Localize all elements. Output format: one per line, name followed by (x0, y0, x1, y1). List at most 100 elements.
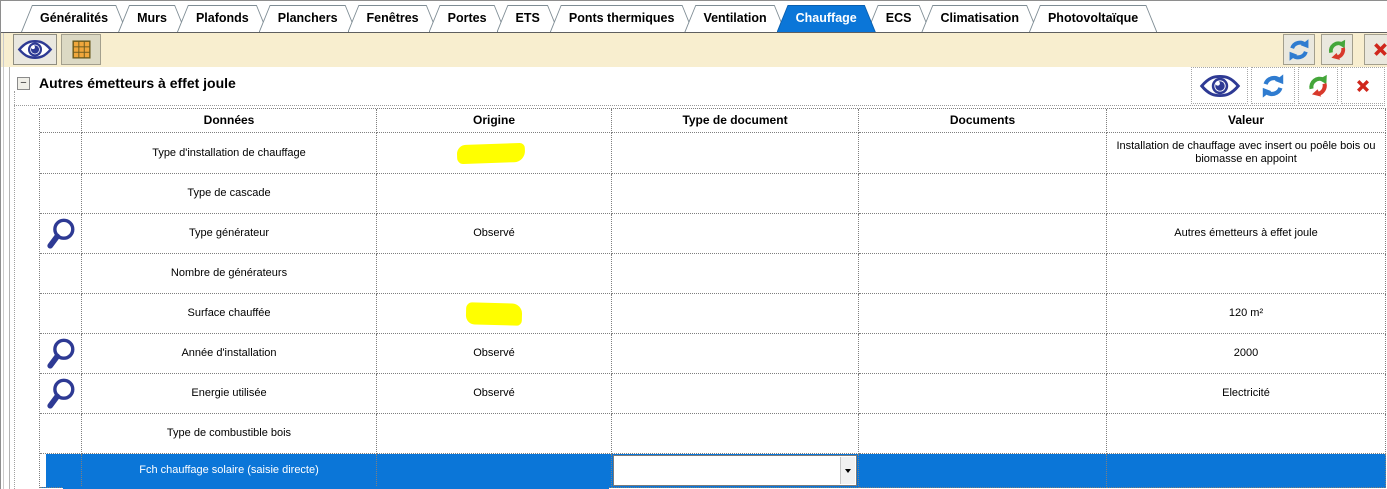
cell-documents[interactable] (859, 334, 1107, 374)
cell-valeur[interactable] (1107, 414, 1386, 454)
cell-valeur[interactable]: 120 m² (1107, 294, 1386, 334)
tools-cell (40, 254, 82, 294)
cell-donnees[interactable]: Type d'installation de chauffage (82, 133, 377, 174)
cell-origine[interactable] (377, 174, 612, 214)
view-eye-button[interactable] (13, 34, 57, 65)
magnifier-icon[interactable] (45, 217, 77, 251)
tab-label: ECS (885, 11, 912, 25)
cell-documents[interactable] (859, 214, 1107, 254)
cell-origine[interactable]: Observé (377, 214, 612, 254)
panel-divider (9, 67, 10, 489)
cell-type-document[interactable] (612, 214, 859, 254)
tab-plafonds[interactable]: Plafonds (177, 5, 268, 32)
eye-icon (1199, 74, 1240, 97)
header-documents: Documents (859, 109, 1107, 133)
cell-type-document[interactable] (612, 294, 859, 334)
cell-origine[interactable] (377, 294, 612, 334)
cell-origine[interactable]: Observé (377, 334, 612, 374)
combobox-arrow-button[interactable] (840, 457, 855, 484)
cell-type-document[interactable] (612, 414, 859, 454)
cell-origine[interactable]: Observé (377, 374, 612, 414)
cell-type-document[interactable] (612, 374, 859, 414)
tab-ets[interactable]: ETS (497, 5, 559, 32)
header-tools (40, 109, 82, 133)
tab-ventilation[interactable]: Ventilation (684, 5, 785, 32)
header-type-document: Type de document (612, 109, 859, 133)
cell-documents[interactable] (859, 414, 1107, 454)
search-cell[interactable] (40, 334, 82, 374)
cell-documents[interactable] (859, 174, 1107, 214)
tab-photovoltaique[interactable]: Photovoltaïque (1029, 5, 1157, 32)
cell-donnees[interactable]: Energie utilisée (82, 374, 377, 414)
section-sync-button[interactable] (1298, 67, 1338, 104)
tab-portes[interactable]: Portes (429, 5, 506, 32)
search-cell[interactable] (40, 374, 82, 414)
tab-chauffage[interactable]: Chauffage (777, 5, 876, 32)
tab-label: Généralités (40, 11, 109, 25)
grid-icon (71, 40, 91, 59)
tab-label: Murs (137, 11, 167, 25)
cell-origine[interactable] (377, 414, 612, 454)
cell-valeur[interactable]: Autres émetteurs à effet joule (1107, 214, 1386, 254)
cell-valeur[interactable]: Installation de chauffage avec insert ou… (1107, 133, 1386, 174)
cell-donnees[interactable]: Fch chauffage solaire (saisie directe) (82, 454, 377, 488)
cell-valeur[interactable] (1107, 254, 1386, 294)
refresh-icon (1289, 38, 1309, 61)
cell-origine[interactable] (377, 133, 612, 174)
section-delete-button[interactable] (1341, 67, 1385, 104)
tab-fenetres[interactable]: Fenêtres (348, 5, 438, 32)
section-refresh-button[interactable] (1251, 67, 1295, 104)
tab-murs[interactable]: Murs (118, 5, 186, 32)
cell-donnees[interactable]: Année d'installation (82, 334, 377, 374)
grid-view-button[interactable] (61, 34, 101, 65)
sync-icon (1328, 39, 1346, 60)
section-eye-button[interactable] (1191, 67, 1248, 104)
tab-ecs[interactable]: ECS (867, 5, 931, 32)
cell-donnees[interactable]: Nombre de générateurs (82, 254, 377, 294)
tab-generalites[interactable]: Généralités (21, 5, 127, 32)
tools-cell (40, 454, 82, 488)
tools-cell (40, 174, 82, 214)
type-document-combobox[interactable] (613, 455, 857, 486)
cell-type-document[interactable] (612, 254, 859, 294)
cell-origine[interactable] (377, 454, 612, 488)
cell-documents[interactable] (859, 294, 1107, 334)
cell-donnees[interactable]: Type de combustible bois (82, 414, 377, 454)
cell-type-document[interactable] (612, 334, 859, 374)
magnifier-icon[interactable] (45, 377, 77, 411)
yellow-highlight (456, 142, 526, 164)
tab-label: Photovoltaïque (1047, 11, 1139, 25)
tab-planchers[interactable]: Planchers (259, 5, 357, 32)
cell-type-document[interactable] (612, 454, 859, 488)
eye-icon (17, 40, 53, 59)
refresh-icon (1262, 73, 1284, 98)
header-origine: Origine (377, 109, 612, 133)
cell-documents[interactable] (859, 133, 1107, 174)
cell-documents[interactable] (859, 374, 1107, 414)
cell-documents[interactable] (859, 454, 1107, 488)
collapse-toggle[interactable]: − (17, 77, 30, 90)
cell-valeur[interactable] (1107, 174, 1386, 214)
tab-label: Ventilation (703, 11, 767, 25)
panel-divider (3, 33, 4, 489)
cell-donnees[interactable]: Surface chauffée (82, 294, 377, 334)
delete-button[interactable] (1364, 34, 1387, 65)
cell-documents[interactable] (859, 254, 1107, 294)
cell-origine[interactable] (377, 254, 612, 294)
refresh-button[interactable] (1283, 34, 1315, 65)
search-cell[interactable] (40, 214, 82, 254)
cell-donnees[interactable]: Type générateur (82, 214, 377, 254)
sync-button[interactable] (1321, 34, 1353, 65)
cell-valeur[interactable] (1107, 454, 1386, 488)
cell-valeur[interactable]: 2000 (1107, 334, 1386, 374)
tab-ponts-thermiques[interactable]: Ponts thermiques (550, 5, 694, 32)
header-valeur: Valeur (1107, 109, 1386, 133)
cell-type-document[interactable] (612, 174, 859, 214)
cell-valeur[interactable]: Electricité (1107, 374, 1386, 414)
tab-climatisation[interactable]: Climatisation (921, 5, 1038, 32)
cell-type-document[interactable] (612, 133, 859, 174)
magnifier-icon[interactable] (45, 337, 77, 371)
cell-donnees[interactable]: Type de cascade (82, 174, 377, 214)
delete-icon (1357, 79, 1369, 92)
data-table: Données Origine Type de document Documen… (39, 108, 1386, 488)
